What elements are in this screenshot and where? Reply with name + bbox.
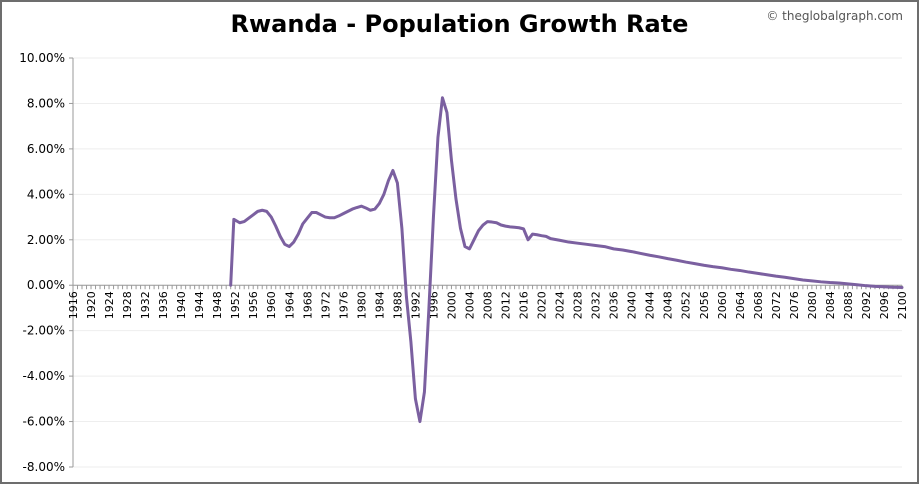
- series-line: [229, 96, 904, 424]
- x-tick-label: 2060: [716, 291, 729, 319]
- x-tick-label: 1920: [85, 291, 98, 319]
- credit-watermark: © theglobalgraph.com: [766, 9, 903, 23]
- x-tick-label: 1944: [193, 291, 206, 319]
- x-axis-ticks: 1916 1920 1924 1928 1932 1936 1940 1944 1948 1952…: [67, 285, 909, 319]
- x-tick-label: 2012: [500, 291, 513, 319]
- x-tick-label: 1964: [283, 291, 296, 319]
- x-tick-label: 2028: [572, 291, 585, 319]
- series-group: [229, 96, 904, 424]
- axes: [72, 58, 902, 467]
- x-tick-label: 2084: [824, 291, 837, 319]
- chart-title: Rwanda - Population Growth Rate: [230, 10, 689, 38]
- x-tick-label: 1960: [265, 291, 278, 319]
- x-tick-label: 2040: [626, 291, 639, 319]
- x-tick-label: 2008: [482, 291, 495, 319]
- x-tick-label: 1976: [337, 291, 350, 319]
- x-tick-label: 1940: [175, 291, 188, 319]
- x-tick-label: 2080: [806, 291, 819, 319]
- x-tick-label: 1948: [211, 291, 224, 319]
- y-tick-label: 0.00%: [27, 278, 65, 292]
- y-tick-label: -4.00%: [23, 369, 65, 383]
- y-axis-ticks: 10.00% 8.00% 6.00% 4.00% 2.00% 0.00% -2.00% -4.…: [19, 51, 73, 474]
- y-tick-label: -8.00%: [23, 460, 65, 474]
- x-tick-label: 1924: [103, 291, 116, 319]
- y-tick-label: 4.00%: [27, 187, 65, 201]
- x-tick-label: 1952: [229, 291, 242, 319]
- x-tick-label: 2024: [554, 291, 567, 319]
- x-tick-label: 2032: [590, 291, 603, 319]
- y-tick-label: -6.00%: [23, 415, 65, 429]
- x-tick-label: 1928: [121, 291, 134, 319]
- x-tick-label: 1984: [373, 291, 386, 319]
- y-tick-label: 2.00%: [27, 233, 65, 247]
- x-tick-label: 2016: [518, 291, 531, 319]
- x-tick-label: 2000: [445, 291, 458, 319]
- x-tick-label: 2044: [644, 291, 657, 319]
- x-tick-label: 1988: [391, 291, 404, 319]
- x-tick-label: 1956: [247, 291, 260, 319]
- x-tick-label: 1980: [355, 291, 368, 319]
- x-tick-label: 1916: [67, 291, 80, 319]
- x-tick-label: 1936: [157, 291, 170, 319]
- x-tick-label: 2064: [734, 291, 747, 319]
- x-tick-label: 1972: [319, 291, 332, 319]
- x-tick-label: 2088: [842, 291, 855, 319]
- x-tick-label: 2076: [788, 291, 801, 319]
- x-tick-label: 2048: [662, 291, 675, 319]
- x-tick-label: 1968: [301, 291, 314, 319]
- x-tick-label: 2004: [463, 291, 476, 319]
- x-tick-label: 1992: [409, 291, 422, 319]
- x-tick-label: 2036: [608, 291, 621, 319]
- gridlines: [73, 57, 902, 468]
- x-tick-label: 2096: [878, 291, 891, 319]
- x-tick-label: 2072: [770, 291, 783, 319]
- y-tick-label: -2.00%: [23, 324, 65, 338]
- x-tick-label: 2092: [860, 291, 873, 319]
- x-tick-label: 1932: [139, 291, 152, 319]
- x-tick-label: 2068: [752, 291, 765, 319]
- x-tick-label: 2100: [896, 291, 909, 319]
- y-tick-label: 8.00%: [27, 96, 65, 110]
- y-tick-label: 10.00%: [19, 51, 65, 65]
- x-tick-label: 2020: [536, 291, 549, 319]
- x-tick-label: 2056: [698, 291, 711, 319]
- x-tick-label: 2052: [680, 291, 693, 319]
- y-tick-label: 6.00%: [27, 142, 65, 156]
